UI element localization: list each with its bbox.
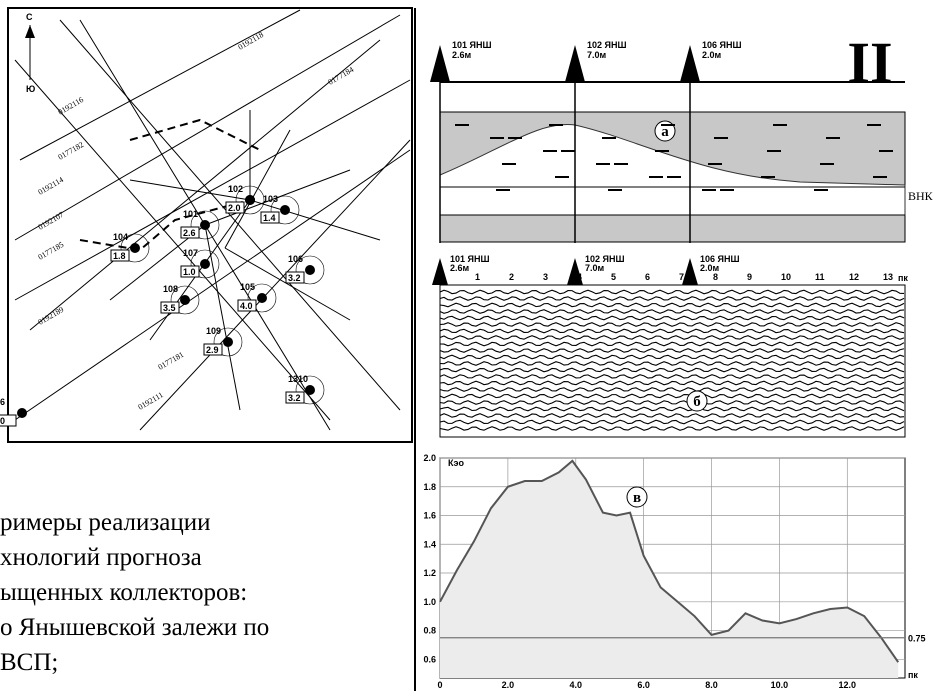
trace-number: 6 <box>645 272 650 282</box>
well-value: 0 <box>0 416 5 426</box>
well-number: 108 <box>163 284 178 294</box>
well-triangle <box>682 258 698 285</box>
south-label: Ю <box>26 84 35 94</box>
trace-number: 4 <box>577 272 582 282</box>
well-value: 3.5 <box>163 303 176 313</box>
caption: римеры реализации хнологий прогноза ыщенны… <box>0 509 269 676</box>
well-marker <box>257 293 267 303</box>
caption-line: хнологий прогноза <box>0 544 202 571</box>
well-marker <box>305 385 315 395</box>
well-name: 106 ЯНШ <box>702 40 742 50</box>
well-depth: 2.6м <box>450 263 470 273</box>
well-depth: 2.0м <box>702 50 722 60</box>
y-tick-label: 1.2 <box>423 568 436 578</box>
well-depth: 7.0м <box>587 50 607 60</box>
y-tick-label: 1.4 <box>423 539 436 549</box>
trace-number: 3 <box>543 272 548 282</box>
section-number: II <box>847 30 892 95</box>
threshold-label: 0.75 <box>908 634 926 644</box>
chart-label: в <box>633 490 641 506</box>
seismic-panel <box>440 285 905 437</box>
x-tick-label: 6.0 <box>637 680 650 690</box>
well-marker <box>245 195 255 205</box>
well-marker <box>180 295 190 305</box>
trace-number: 7 <box>679 272 684 282</box>
trace-number: 10 <box>781 272 791 282</box>
well-number: 106 <box>288 254 303 264</box>
well-number: 101 <box>183 209 198 219</box>
well-value: 3.2 <box>288 393 301 403</box>
x-tick-label: 4.0 <box>570 680 583 690</box>
trace-number: 5 <box>611 272 616 282</box>
well-marker <box>200 220 210 230</box>
north-label: С <box>26 12 33 22</box>
contact-label: ВНК <box>908 189 934 203</box>
well-marker <box>17 408 27 418</box>
y-tick-label: 0.6 <box>423 654 436 664</box>
x-tick-label: 2.0 <box>502 680 515 690</box>
seismic-label: б <box>693 394 701 410</box>
caption-line: ыщенных коллекторов: <box>0 579 247 606</box>
x-axis-label: пк <box>908 670 918 680</box>
well-marker <box>223 337 233 347</box>
trace-number: 12 <box>849 272 859 282</box>
x-tick-label: 8.0 <box>705 680 718 690</box>
well-number: 1310 <box>288 374 308 384</box>
caption-line: о Янышевской залежи по <box>0 614 269 641</box>
chart: 0.6 0.8 1.0 1.2 1.4 1.6 1.8 2.0 0 2.0 4.0 6.0 8.0 10.… <box>423 453 925 690</box>
well-name: 101 ЯНШ <box>452 40 492 50</box>
trace-number: 11 <box>815 272 825 282</box>
trace-number: 9 <box>747 272 752 282</box>
x-tick-label: 12.0 <box>839 680 857 690</box>
well-depth: 2.6м <box>452 50 472 60</box>
well-marker <box>200 259 210 269</box>
well-number: 105 <box>240 282 255 292</box>
well-number: 103 <box>263 194 278 204</box>
x-tick-label: 10.0 <box>771 680 789 690</box>
trace-number: 2 <box>509 272 514 282</box>
y-tick-label: 1.8 <box>423 482 436 492</box>
well-marker <box>280 205 290 215</box>
well-name: 102 ЯНШ <box>587 40 627 50</box>
well-marker <box>305 265 315 275</box>
slide: С Ю 1012.61027.01031.41041.81054.01063.2… <box>0 0 936 691</box>
well-number: 104 <box>113 232 128 242</box>
well-value: 1.8 <box>113 251 126 261</box>
y-tick-label: 1.6 <box>423 511 436 521</box>
trace-number: 1 <box>475 272 480 282</box>
well-number: 6 <box>0 397 5 407</box>
well-value: 4.0 <box>240 301 253 311</box>
caption-line: ВСП; <box>0 649 58 676</box>
caption-line: римеры реализации <box>0 509 211 536</box>
well-triangle <box>432 258 448 285</box>
well-value: 1.4 <box>263 213 276 223</box>
x-tick-label: 0 <box>437 680 442 690</box>
well-marker <box>130 243 140 253</box>
well-value: 1.0 <box>183 267 196 277</box>
trace-number: 8 <box>713 272 718 282</box>
well-number: 1 <box>228 184 233 194</box>
section-label: а <box>661 124 669 140</box>
well-value: 2.6 <box>183 228 196 238</box>
y-tick-label: 2.0 <box>423 453 436 463</box>
y-axis-label: Кэо <box>448 458 464 468</box>
well-value: 2.0 <box>228 203 241 213</box>
well-number: 109 <box>206 326 221 336</box>
y-tick-label: 1.0 <box>423 597 436 607</box>
well-value: 2.9 <box>206 345 219 355</box>
seismic-unit: пк <box>898 273 908 283</box>
well-number: 107 <box>183 248 198 258</box>
trace-number: 13 <box>883 272 893 282</box>
y-tick-label: 0.8 <box>423 626 436 636</box>
well-depth: 7.0м <box>585 263 605 273</box>
well-value: 3.2 <box>288 273 301 283</box>
